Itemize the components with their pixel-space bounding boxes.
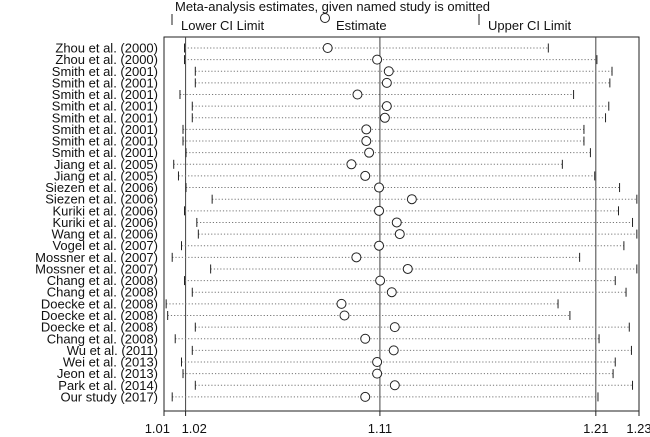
estimate-marker bbox=[374, 240, 385, 251]
x-tick-label: 1.11 bbox=[368, 421, 392, 436]
study-label: Siezen et al. (2006) bbox=[45, 192, 158, 207]
study-label: Kuriki et al. (2006) bbox=[53, 203, 159, 218]
estimate-marker bbox=[360, 333, 371, 344]
estimate-marker bbox=[322, 43, 333, 53]
study-label: Chang et al. (2008) bbox=[47, 285, 158, 300]
study-label: Doecke et al. (2008) bbox=[41, 296, 158, 311]
study-label: Smith et al. (2001) bbox=[52, 75, 158, 90]
study-label: Vogel et al. (2007) bbox=[52, 238, 158, 253]
study-label: Chang et al. (2008) bbox=[47, 273, 158, 288]
estimate-marker bbox=[339, 310, 350, 321]
estimate-marker bbox=[352, 89, 363, 100]
study-label: Siezen et al. (2006) bbox=[45, 180, 158, 195]
study-label: Smith et al. (2001) bbox=[52, 122, 158, 137]
study-label: Our study (2017) bbox=[60, 389, 158, 404]
study-label: Smith et al. (2001) bbox=[52, 99, 158, 114]
study-label: Zhou et al. (2000) bbox=[55, 41, 158, 56]
study-label: Mossner et al. (2007) bbox=[35, 250, 158, 265]
estimate-marker bbox=[402, 263, 413, 274]
x-tick-label: 1.01 bbox=[145, 421, 170, 436]
estimate-marker bbox=[389, 380, 400, 391]
estimate-marker bbox=[383, 66, 394, 77]
estimate-marker bbox=[336, 298, 347, 309]
legend-estimate-label: Estimate bbox=[336, 18, 387, 33]
study-label: Jiang et al. (2005) bbox=[54, 157, 158, 172]
estimate-marker bbox=[406, 194, 417, 205]
study-label: Mossner et al. (2007) bbox=[35, 261, 158, 276]
estimate-marker bbox=[361, 124, 372, 135]
estimate-marker bbox=[372, 368, 383, 379]
chart-title: Meta-analysis estimates, given named stu… bbox=[175, 0, 490, 14]
estimate-marker bbox=[372, 357, 383, 368]
x-tick-label: 1.02 bbox=[182, 421, 207, 436]
study-label: Wu et al. (2011) bbox=[67, 343, 158, 358]
study-label: Jeon et al. (2013) bbox=[57, 366, 158, 381]
estimate-marker bbox=[389, 322, 400, 333]
legend-lower-label: Lower CI Limit bbox=[181, 18, 264, 33]
study-label: Wei et al. (2013) bbox=[63, 355, 158, 370]
estimate-marker bbox=[351, 252, 362, 263]
x-tick-label: 1.21 bbox=[583, 421, 608, 436]
study-label: Smith et al. (2001) bbox=[52, 64, 158, 79]
study-label: Smith et al. (2001) bbox=[52, 145, 158, 160]
study-label: Kuriki et al. (2006) bbox=[53, 215, 159, 230]
plot-frame bbox=[163, 36, 640, 412]
estimate-marker bbox=[391, 217, 402, 228]
study-label: Chang et al. (2008) bbox=[47, 331, 158, 346]
estimate-marker bbox=[394, 229, 405, 240]
estimate-marker bbox=[360, 170, 371, 181]
estimate-marker bbox=[372, 54, 383, 65]
study-label: Smith et al. (2001) bbox=[52, 134, 158, 149]
study-label: Doecke et al. (2008) bbox=[41, 320, 158, 335]
study-label: Smith et al. (2001) bbox=[52, 87, 158, 102]
study-label: Jiang et al. (2005) bbox=[54, 168, 158, 183]
estimate-marker bbox=[374, 205, 385, 216]
estimate-marker bbox=[364, 147, 375, 158]
legend-estimate-marker bbox=[320, 13, 330, 23]
estimate-marker bbox=[388, 345, 399, 356]
study-label: Zhou et al. (2000) bbox=[55, 52, 158, 67]
study-label: Park et al. (2014) bbox=[58, 378, 158, 393]
estimate-marker bbox=[381, 77, 392, 88]
estimate-marker bbox=[360, 391, 371, 402]
study-label: Doecke et al. (2008) bbox=[41, 308, 158, 323]
estimate-marker bbox=[361, 136, 372, 147]
estimate-marker bbox=[381, 101, 392, 112]
estimate-marker bbox=[379, 112, 390, 123]
estimate-marker bbox=[346, 159, 357, 170]
estimate-marker bbox=[375, 275, 386, 286]
legend-upper-label: Upper CI Limit bbox=[488, 18, 571, 33]
study-label: Smith et al. (2001) bbox=[52, 110, 158, 125]
estimate-marker bbox=[386, 287, 397, 298]
x-tick-label: 1.23 bbox=[626, 421, 650, 436]
study-label: Wang et al. (2006) bbox=[52, 227, 158, 242]
estimate-marker bbox=[374, 182, 385, 193]
